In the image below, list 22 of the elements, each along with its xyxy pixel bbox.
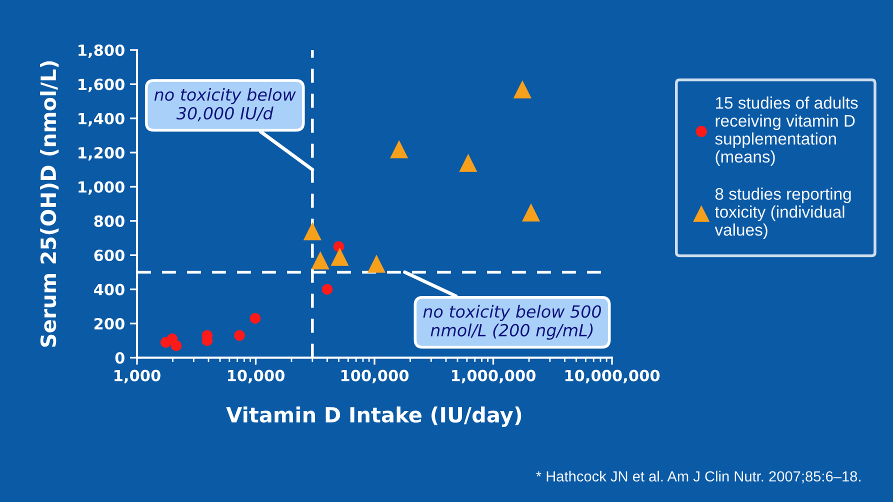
x-tick-label: 10,000,000 [565, 370, 660, 384]
y-tick-label: 1,000 [78, 181, 124, 195]
y-tick-label: 1,600 [78, 78, 124, 92]
y-tick-label: 800 [94, 215, 124, 227]
x-tick-label: 100,000 [341, 370, 409, 384]
annotation: no toxicity below 30,000 IU/d [154, 88, 296, 122]
y-tick-label: 1,800 [78, 44, 124, 58]
y-tick-label: 1,400 [78, 112, 124, 126]
x-tick-label: 1,000,000 [452, 370, 536, 384]
y-tick-label: 400 [94, 284, 124, 296]
y-tick-label: 0 [115, 352, 124, 364]
legend-label: 8 studies reporting toxicity (individual values) [714, 188, 851, 240]
x-axis-title: Vitamin D Intake (IU/day) [226, 406, 522, 427]
x-tick-label: 10,000 [228, 370, 284, 384]
y-tick-label: 1,200 [78, 147, 124, 161]
x-tick-label: 1,000 [114, 370, 160, 384]
y-axis-title: Serum 25(OH)D (nmol/L) [40, 61, 59, 347]
legend-label: 15 studies of adults receiving vitamin D supplementation (means) [715, 96, 858, 166]
text: * Hathcock JN et al. Am J Clin Nutr. 2007;85:6–18. [536, 470, 860, 484]
y-tick-label: 600 [94, 250, 124, 262]
y-tick-label: 200 [94, 318, 124, 330]
annotation: no toxicity below 500 nmol/L (200 ng/mL) [423, 304, 601, 340]
